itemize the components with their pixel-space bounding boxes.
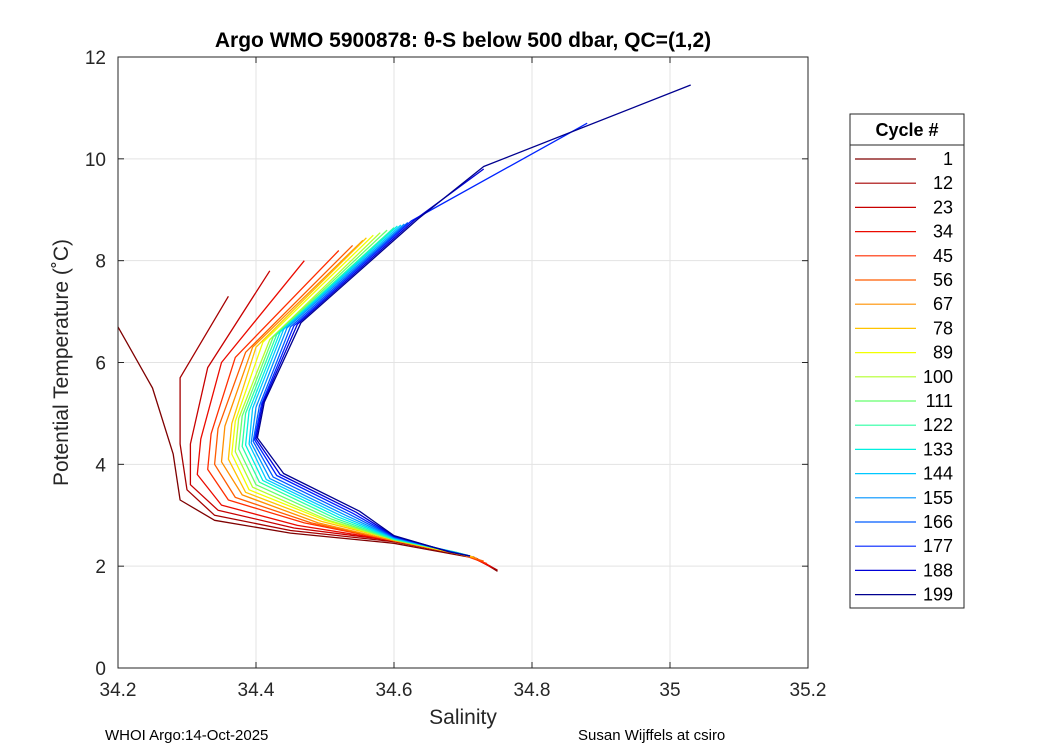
legend-label: 122	[923, 415, 953, 435]
legend-entry: 100	[855, 367, 953, 387]
legend-label: 78	[933, 318, 953, 338]
legend-title: Cycle #	[875, 120, 938, 140]
series-line-cycle-89	[231, 234, 471, 557]
legend-entry: 133	[855, 439, 953, 459]
legend-label: 23	[933, 197, 953, 217]
legend-label: 166	[923, 512, 953, 532]
legend-label: 12	[933, 173, 953, 193]
legend-entry: 78	[855, 318, 953, 338]
legend-entry: 111	[855, 391, 953, 411]
legend-label: 177	[923, 536, 953, 556]
legend-label: 111	[926, 391, 953, 411]
y-tick-label: 12	[85, 48, 106, 69]
legend-entry: 177	[855, 536, 953, 556]
legend-box	[849, 113, 965, 609]
series-line-cycle-1	[117, 326, 498, 572]
y-tick-label: 8	[95, 252, 106, 273]
legend-label: 188	[923, 560, 953, 580]
x-tick-label: 35.2	[790, 680, 827, 701]
y-tick-label: 4	[95, 455, 106, 476]
x-axis-label: Salinity	[429, 706, 497, 729]
legend-label: 67	[933, 294, 953, 314]
legend-label: 89	[933, 343, 953, 363]
legend-entry: 34	[855, 222, 953, 242]
legend-entry: 122	[855, 415, 953, 435]
y-tick-label: 6	[95, 354, 106, 375]
y-tick-label: 2	[95, 557, 106, 578]
footer-right-credit: Susan Wijffels at csiro	[578, 727, 725, 744]
legend-entries: 1 12 23 34 45 56 67 78 89 100 111 122 133 144 155 166 17…	[855, 149, 953, 605]
legend-label: 34	[933, 222, 953, 242]
y-tick-label: 10	[85, 150, 106, 171]
x-tick-label: 34.4	[238, 680, 275, 701]
axis-ticks: 34.2 34.4 34.6 34.8 35 35.2 0 2 4 6 8 10 12	[85, 48, 827, 701]
legend-label: 155	[923, 488, 953, 508]
legend-label: 199	[923, 585, 953, 605]
legend-entry: 188	[855, 560, 953, 580]
legend: Cycle # 1 12 23 34 45 56 67 78 89 100 111 122 133 144…	[849, 113, 965, 609]
chart-title: Argo WMO 5900878: θ-S below 500 dbar, QC…	[215, 29, 711, 52]
legend-label: 45	[933, 246, 953, 266]
legend-entry: 45	[855, 246, 953, 266]
legend-entry: 199	[855, 585, 953, 605]
x-tick-label: 34.2	[100, 680, 137, 701]
legend-entry: 1	[855, 149, 953, 169]
legend-entry: 166	[855, 512, 953, 532]
legend-label: 1	[943, 149, 953, 169]
series-line-cycle-199	[256, 84, 691, 557]
series-lines	[117, 84, 691, 572]
legend-entry: 23	[855, 197, 953, 217]
legend-entry: 67	[855, 294, 953, 314]
x-tick-label: 34.8	[514, 680, 551, 701]
legend-label: 100	[923, 367, 953, 387]
legend-entry: 12	[855, 173, 953, 193]
y-axis-label: Potential Temperature (˚C)	[50, 239, 73, 486]
footer-left-credit: WHOI Argo:14-Oct-2025	[105, 727, 268, 744]
x-tick-label: 35	[659, 680, 680, 701]
legend-label: 133	[923, 439, 953, 459]
y-tick-label: 0	[95, 659, 106, 680]
legend-entry: 56	[855, 270, 953, 290]
legend-label: 56	[933, 270, 953, 290]
legend-entry: 155	[855, 488, 953, 508]
legend-entry: 89	[855, 343, 953, 363]
legend-entry: 144	[855, 464, 953, 484]
legend-label: 144	[923, 464, 953, 484]
x-tick-label: 34.6	[376, 680, 413, 701]
